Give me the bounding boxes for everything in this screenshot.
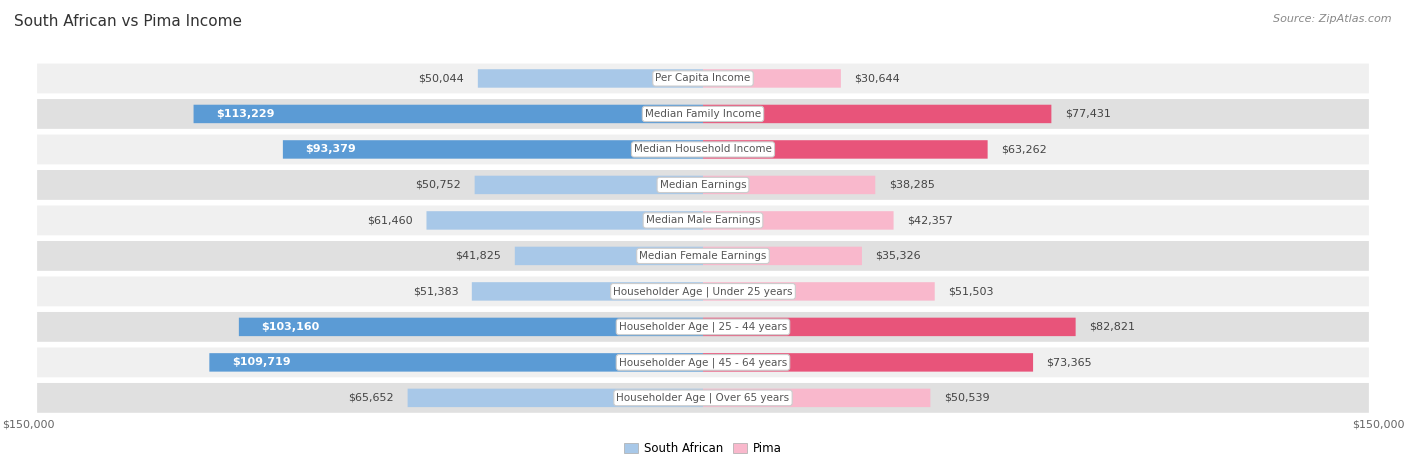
FancyBboxPatch shape <box>703 247 862 265</box>
FancyBboxPatch shape <box>515 247 703 265</box>
Text: $51,383: $51,383 <box>413 286 458 297</box>
FancyBboxPatch shape <box>703 176 876 194</box>
Text: Median Earnings: Median Earnings <box>659 180 747 190</box>
Text: Householder Age | Under 25 years: Householder Age | Under 25 years <box>613 286 793 297</box>
Text: $51,503: $51,503 <box>948 286 994 297</box>
FancyBboxPatch shape <box>37 134 1369 164</box>
Text: $50,752: $50,752 <box>415 180 461 190</box>
FancyBboxPatch shape <box>703 389 931 407</box>
Text: $65,652: $65,652 <box>349 393 394 403</box>
Text: $41,825: $41,825 <box>456 251 502 261</box>
Text: $109,719: $109,719 <box>232 357 291 368</box>
FancyBboxPatch shape <box>37 170 1369 200</box>
FancyBboxPatch shape <box>703 140 987 159</box>
Text: $35,326: $35,326 <box>876 251 921 261</box>
Text: $42,357: $42,357 <box>907 215 953 226</box>
Text: Householder Age | 45 - 64 years: Householder Age | 45 - 64 years <box>619 357 787 368</box>
Text: $30,644: $30,644 <box>855 73 900 84</box>
Text: Median Household Income: Median Household Income <box>634 144 772 155</box>
FancyBboxPatch shape <box>37 99 1369 129</box>
Legend: South African, Pima: South African, Pima <box>620 437 786 460</box>
FancyBboxPatch shape <box>37 64 1369 93</box>
Text: $50,044: $50,044 <box>419 73 464 84</box>
Text: South African vs Pima Income: South African vs Pima Income <box>14 14 242 29</box>
FancyBboxPatch shape <box>703 353 1033 372</box>
Text: $103,160: $103,160 <box>262 322 319 332</box>
FancyBboxPatch shape <box>703 211 894 230</box>
Text: $73,365: $73,365 <box>1046 357 1092 368</box>
FancyBboxPatch shape <box>37 312 1369 342</box>
FancyBboxPatch shape <box>472 282 703 301</box>
FancyBboxPatch shape <box>478 69 703 88</box>
Text: Source: ZipAtlas.com: Source: ZipAtlas.com <box>1274 14 1392 24</box>
Text: $61,460: $61,460 <box>367 215 413 226</box>
FancyBboxPatch shape <box>37 383 1369 413</box>
FancyBboxPatch shape <box>37 276 1369 306</box>
FancyBboxPatch shape <box>194 105 703 123</box>
FancyBboxPatch shape <box>426 211 703 230</box>
Text: $50,539: $50,539 <box>943 393 990 403</box>
Text: Per Capita Income: Per Capita Income <box>655 73 751 84</box>
Text: Householder Age | 25 - 44 years: Householder Age | 25 - 44 years <box>619 322 787 332</box>
FancyBboxPatch shape <box>37 347 1369 377</box>
Text: $82,821: $82,821 <box>1090 322 1135 332</box>
Text: Median Male Earnings: Median Male Earnings <box>645 215 761 226</box>
Text: $63,262: $63,262 <box>1001 144 1047 155</box>
FancyBboxPatch shape <box>703 282 935 301</box>
Text: Median Family Income: Median Family Income <box>645 109 761 119</box>
FancyBboxPatch shape <box>703 69 841 88</box>
FancyBboxPatch shape <box>37 205 1369 235</box>
Text: $77,431: $77,431 <box>1064 109 1111 119</box>
Text: Householder Age | Over 65 years: Householder Age | Over 65 years <box>616 393 790 403</box>
Text: Median Female Earnings: Median Female Earnings <box>640 251 766 261</box>
FancyBboxPatch shape <box>475 176 703 194</box>
FancyBboxPatch shape <box>703 105 1052 123</box>
FancyBboxPatch shape <box>703 318 1076 336</box>
Text: $113,229: $113,229 <box>217 109 274 119</box>
FancyBboxPatch shape <box>408 389 703 407</box>
FancyBboxPatch shape <box>283 140 703 159</box>
Text: $38,285: $38,285 <box>889 180 935 190</box>
FancyBboxPatch shape <box>239 318 703 336</box>
FancyBboxPatch shape <box>209 353 703 372</box>
Text: $93,379: $93,379 <box>305 144 356 155</box>
FancyBboxPatch shape <box>37 241 1369 271</box>
